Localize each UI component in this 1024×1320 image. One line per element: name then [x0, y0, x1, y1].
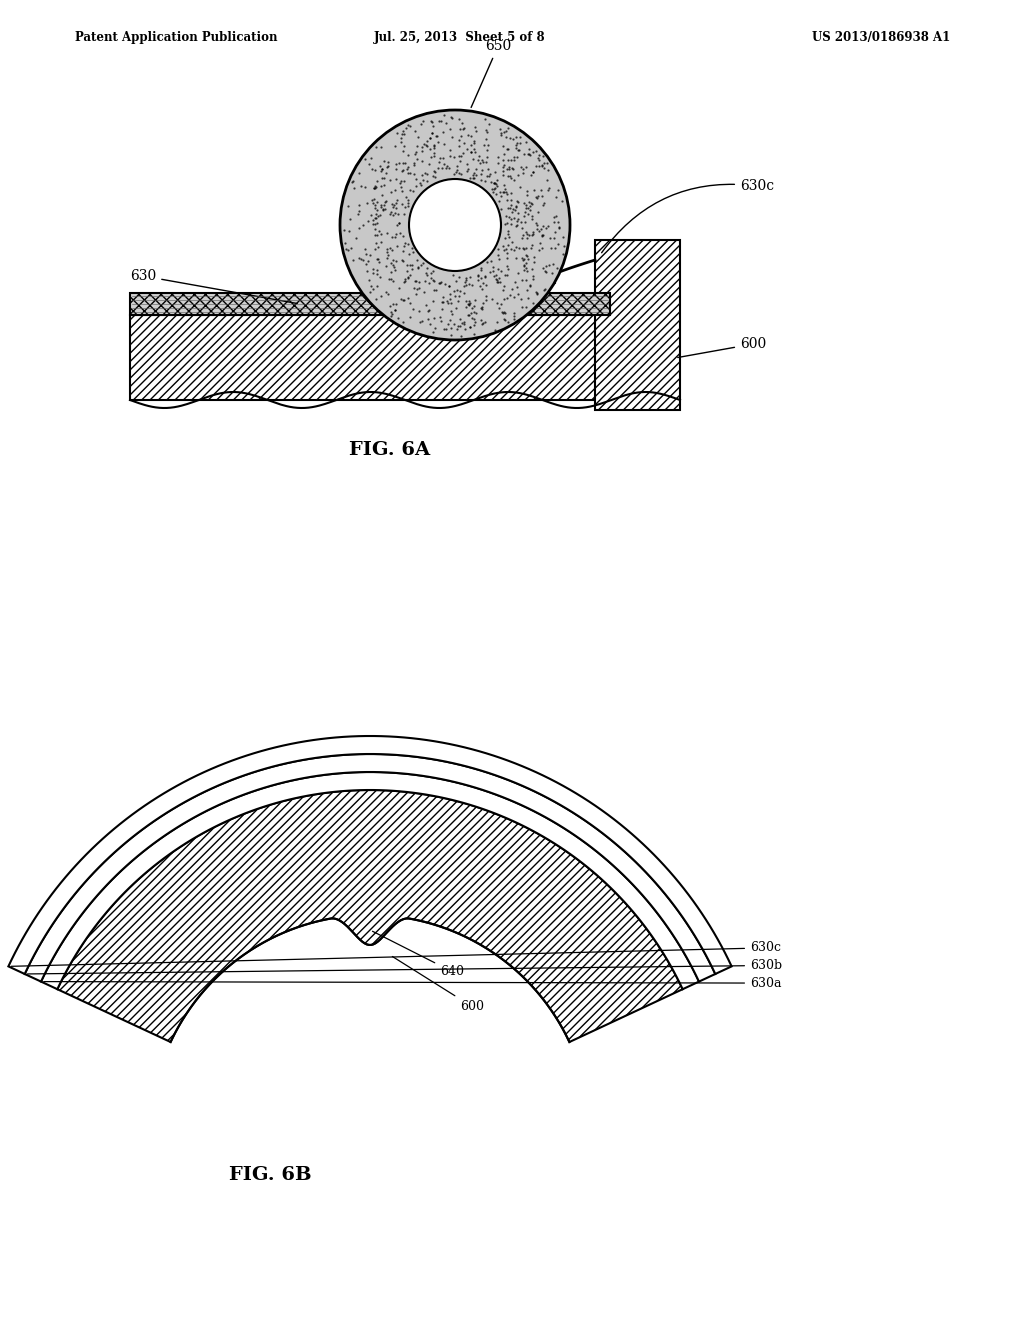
Circle shape: [409, 180, 501, 271]
Polygon shape: [595, 240, 680, 411]
Polygon shape: [25, 754, 716, 982]
Text: 630c: 630c: [602, 180, 774, 252]
Text: 650: 650: [471, 40, 511, 107]
Text: 640: 640: [373, 931, 464, 978]
Text: 630b: 630b: [28, 960, 782, 974]
Polygon shape: [130, 293, 610, 315]
Text: Patent Application Publication: Patent Application Publication: [75, 30, 278, 44]
Text: FIG. 6A: FIG. 6A: [349, 441, 430, 459]
Polygon shape: [57, 789, 683, 1041]
Text: 600: 600: [678, 337, 766, 358]
Polygon shape: [130, 315, 610, 400]
Text: US 2013/0186938 A1: US 2013/0186938 A1: [812, 30, 950, 44]
Circle shape: [340, 110, 570, 341]
Text: FIG. 6B: FIG. 6B: [228, 1166, 311, 1184]
Text: Jul. 25, 2013  Sheet 5 of 8: Jul. 25, 2013 Sheet 5 of 8: [374, 30, 546, 44]
Text: 630c: 630c: [11, 941, 781, 966]
Polygon shape: [8, 737, 731, 974]
Text: 630: 630: [130, 269, 297, 304]
Text: 630a: 630a: [44, 977, 781, 990]
Polygon shape: [41, 772, 699, 989]
Text: 600: 600: [392, 957, 484, 1012]
